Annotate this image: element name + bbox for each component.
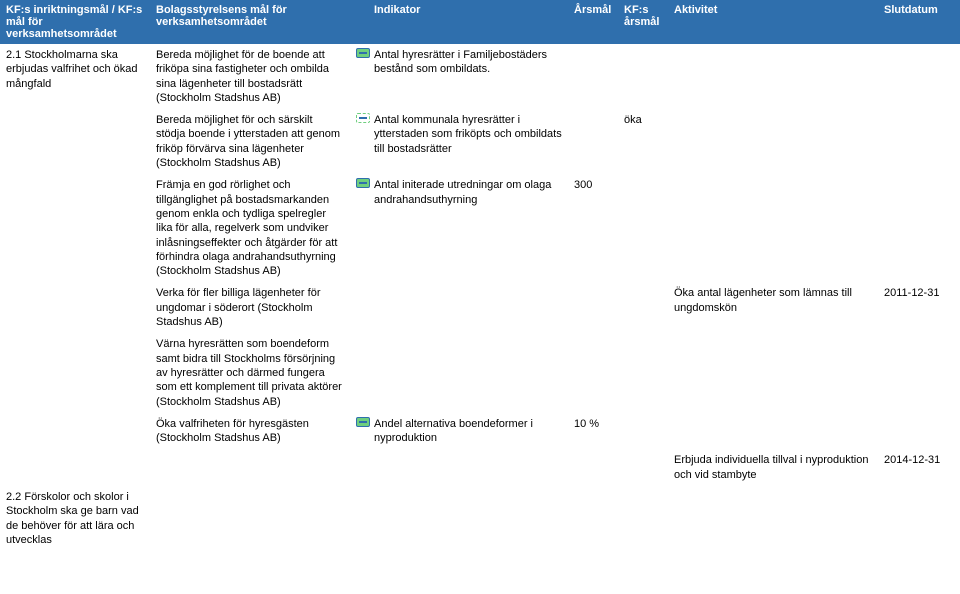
cell-akt [668,174,878,282]
goals-table: KF:s inriktningsmål / KF:s mål för verks… [0,0,960,551]
cell-kf [0,174,150,282]
table-row: Erbjuda individuella tillval i nyprodukt… [0,449,960,486]
cell-slut [878,109,960,174]
cell-ars [568,109,618,174]
th-ico [350,0,368,44]
th-akt: Aktivitet [668,0,878,44]
cell-kf [0,282,150,333]
cell-kf [0,449,150,486]
cell-icon [350,449,368,486]
cell-kfa [618,282,668,333]
cell-kfa [618,413,668,450]
cell-slut [878,174,960,282]
table-body: 2.1 Stockholmarna ska erbjudas valfrihet… [0,44,960,551]
cell-icon [350,333,368,412]
cell-kfa [618,486,668,551]
cell-slut [878,333,960,412]
cell-kfa [618,333,668,412]
cell-kfa [618,174,668,282]
cell-ars [568,486,618,551]
cell-icon [350,282,368,333]
table-row: Bereda möjlighet för och särskilt stödja… [0,109,960,174]
cell-ind: Andel alternativa boendeformer i nyprodu… [368,413,568,450]
cell-ind: Antal initerade utredningar om olaga and… [368,174,568,282]
cell-ars [568,282,618,333]
cell-ind [368,282,568,333]
cell-bol: Bereda möjlighet för de boende att frikö… [150,44,350,109]
cell-bol: Främja en god rörlighet och tillgängligh… [150,174,350,282]
cell-icon [350,174,368,282]
cell-ars [568,333,618,412]
cell-slut [878,486,960,551]
cell-ars [568,44,618,109]
cell-akt [668,44,878,109]
cell-slut: 2014-12-31 [878,449,960,486]
cell-kf [0,413,150,450]
cell-kf [0,109,150,174]
table-row: 2.2 Förskolor och skolor i Stockholm ska… [0,486,960,551]
cell-icon [350,413,368,450]
cell-bol: Bereda möjlighet för och särskilt stödja… [150,109,350,174]
table-row: Öka valfriheten för hyresgästen (Stockho… [0,413,960,450]
th-kfa: KF:s årsmål [618,0,668,44]
cell-ars: 10 % [568,413,618,450]
th-ars: Årsmål [568,0,618,44]
cell-akt: Erbjuda individuella tillval i nyprodukt… [668,449,878,486]
cell-ind: Antal hyresrätter i Familjebostäders bes… [368,44,568,109]
cell-slut [878,413,960,450]
cell-bol [150,449,350,486]
cell-ind [368,333,568,412]
cell-ind [368,486,568,551]
cell-akt [668,333,878,412]
cell-ind [368,449,568,486]
table-row: Värna hyresrätten som boendeform samt bi… [0,333,960,412]
th-kf: KF:s inriktningsmål / KF:s mål för verks… [0,0,150,44]
cell-kf [0,333,150,412]
cell-kf: 2.2 Förskolor och skolor i Stockholm ska… [0,486,150,551]
indicator-icon [356,417,370,427]
indicator-icon [356,48,370,58]
cell-kfa [618,449,668,486]
cell-icon [350,109,368,174]
indicator-icon [356,113,370,123]
indicator-icon [356,178,370,188]
table-row: Främja en god rörlighet och tillgängligh… [0,174,960,282]
table-row: 2.1 Stockholmarna ska erbjudas valfrihet… [0,44,960,109]
cell-icon [350,486,368,551]
cell-kfa: öka [618,109,668,174]
table-row: Verka för fler billiga lägenheter för un… [0,282,960,333]
cell-kfa [618,44,668,109]
cell-akt [668,413,878,450]
cell-slut [878,44,960,109]
cell-ars: 300 [568,174,618,282]
th-slut: Slutdatum [878,0,960,44]
cell-akt: Öka antal lägenheter som lämnas till ung… [668,282,878,333]
cell-kf: 2.1 Stockholmarna ska erbjudas valfrihet… [0,44,150,109]
cell-ind: Antal kommunala hyresrätter i ytterstade… [368,109,568,174]
cell-akt [668,109,878,174]
cell-bol: Värna hyresrätten som boendeform samt bi… [150,333,350,412]
cell-akt [668,486,878,551]
cell-bol: Verka för fler billiga lägenheter för un… [150,282,350,333]
cell-bol: Öka valfriheten för hyresgästen (Stockho… [150,413,350,450]
th-bol: Bolagsstyrelsens mål för verksamhetsområ… [150,0,350,44]
cell-icon [350,44,368,109]
cell-bol [150,486,350,551]
th-ind: Indikator [368,0,568,44]
cell-slut: 2011-12-31 [878,282,960,333]
table-header: KF:s inriktningsmål / KF:s mål för verks… [0,0,960,44]
cell-ars [568,449,618,486]
